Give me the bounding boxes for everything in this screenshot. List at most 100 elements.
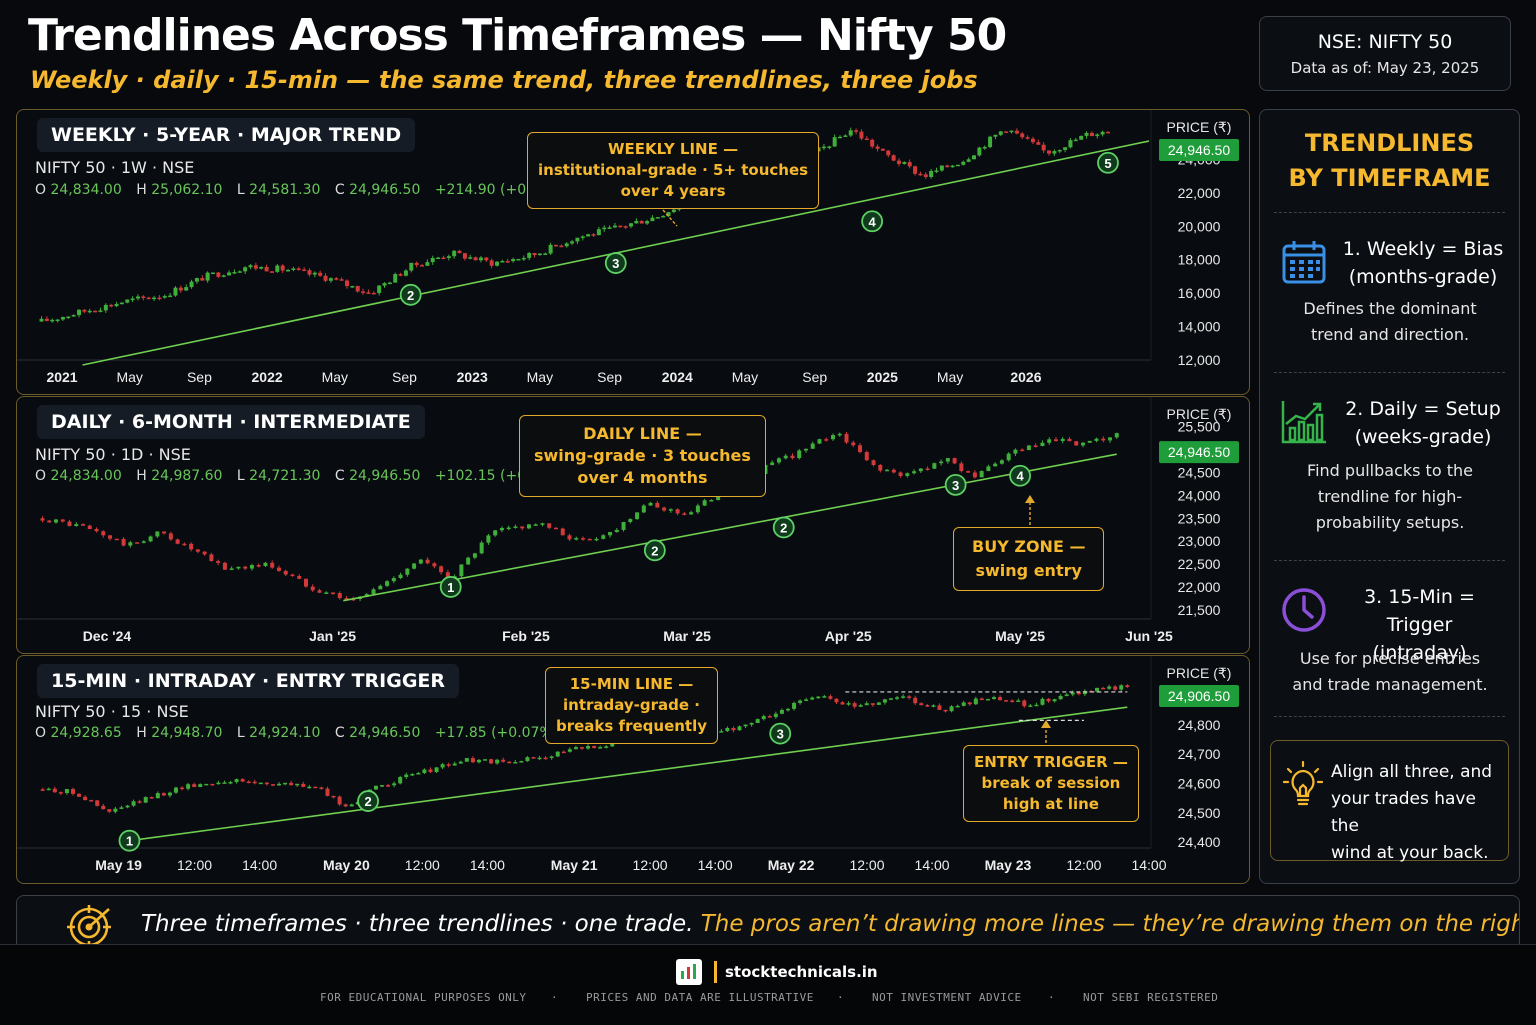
candle-body: [852, 703, 857, 707]
candle-body: [783, 455, 788, 459]
desc-line: Use for precise entries: [1299, 649, 1481, 668]
touch-marker: [357, 790, 379, 812]
candle-body: [168, 295, 173, 298]
candle-body: [484, 257, 489, 261]
candle-body: [993, 134, 998, 137]
disclaimer: FOR EDUCATIONAL PURPOSES ONLY: [320, 991, 527, 1004]
candle-body: [180, 787, 185, 790]
candle-body: [350, 286, 355, 288]
disclaimer: NOT SEBI REGISTERED: [1083, 991, 1219, 1004]
high-value: H 24,948.70: [136, 725, 223, 741]
candle-body: [479, 542, 484, 554]
candle-body: [210, 783, 215, 786]
candle-body: [205, 272, 210, 281]
candle-body: [810, 443, 815, 449]
candle-body: [671, 209, 676, 213]
candle-body: [125, 299, 130, 303]
clock-icon: [1282, 588, 1326, 632]
last-price-badge: [1159, 441, 1239, 464]
candle-body: [135, 296, 140, 299]
candle-body: [46, 788, 51, 791]
candle-body: [1058, 695, 1063, 700]
candle-body: [591, 234, 596, 236]
x-tick-label: Dec '24: [83, 628, 132, 644]
candle-body: [966, 159, 971, 162]
candle-body: [47, 520, 52, 523]
candle-body: [175, 539, 180, 544]
candle-body: [555, 751, 560, 757]
candle-body: [412, 563, 417, 569]
touch-number: 1: [447, 580, 454, 595]
candle-body: [543, 253, 548, 255]
disclaimer: PRICES AND DATA ARE ILLUSTRATIVE: [586, 991, 814, 1004]
candle-body: [387, 282, 392, 285]
weekly-chart-svg: PRICE (₹)24,00022,00020,00018,00016,0001…: [17, 110, 1239, 385]
candle-body: [1009, 130, 1014, 133]
heading-line: (months-grade): [1348, 266, 1498, 288]
panel-tag: DAILY · 6-MONTH · INTERMEDIATE: [37, 405, 425, 439]
candle-body: [1041, 144, 1046, 151]
candle-body: [575, 237, 580, 242]
candle-body: [972, 472, 977, 478]
candle-body: [489, 260, 494, 266]
candle-body: [817, 439, 822, 444]
candle-body: [531, 757, 536, 759]
banner-text-white: Three timeframes · three trendlines · on…: [141, 911, 694, 937]
heading-line: (intraday): [1372, 642, 1467, 664]
candle-body: [229, 568, 234, 570]
candle-body: [425, 262, 430, 266]
low-value: L 24,721.30: [236, 468, 321, 484]
candle-body: [821, 146, 826, 149]
candle-body: [94, 529, 99, 532]
candle-body: [931, 705, 936, 707]
candle-body: [1101, 687, 1106, 690]
candle-body: [830, 435, 835, 440]
ohlc-readout: O 24,834.00 H 25,062.10 L 24,581.30 C 24…: [35, 182, 577, 198]
candle-body: [1030, 138, 1035, 143]
close-value: C 24,946.50: [334, 468, 421, 484]
candle-body: [1076, 692, 1081, 695]
candle-body: [313, 786, 318, 789]
callout-line: 15-MIN LINE —: [569, 675, 694, 693]
candle-body: [378, 585, 383, 590]
candle-body: [967, 702, 972, 705]
candle-body: [579, 747, 584, 749]
candle-body: [283, 570, 288, 575]
candle-body: [1010, 700, 1015, 703]
tip-box: Align all three, and your trades have th…: [1270, 740, 1509, 863]
candle-body: [979, 471, 984, 478]
brand-logo-icon: [676, 959, 702, 985]
footer: stocktechnicals.in FOR EDUCATIONAL PURPO…: [0, 944, 1536, 1025]
disclaimer-sep: ·: [1048, 991, 1056, 1004]
candle-body: [961, 161, 966, 165]
ohlc-readout: O 24,928.65 H 24,948.70 L 24,924.10 C 24…: [35, 725, 568, 741]
candle-body: [173, 787, 178, 793]
candle-body: [297, 575, 302, 579]
candle-body: [366, 292, 371, 294]
candle-body: [858, 705, 863, 707]
candle-body: [623, 226, 628, 228]
candle-body: [843, 135, 848, 137]
candle-body: [587, 538, 592, 541]
touch-number: 2: [780, 520, 787, 535]
candle-body: [446, 764, 451, 766]
candle-body: [483, 759, 488, 761]
candle-body: [641, 505, 646, 513]
candle-body: [870, 139, 875, 147]
candle-body: [945, 458, 950, 462]
brand: stocktechnicals.in: [676, 959, 878, 985]
candle-body: [114, 303, 119, 307]
candle-body: [436, 257, 441, 260]
callout-line: ENTRY TRIGGER —: [974, 753, 1128, 771]
sidebar-item-15min-desc: Use for precise entries and trade manage…: [1270, 646, 1510, 698]
candle-body: [276, 567, 281, 571]
candle-body: [291, 268, 296, 270]
candle-body: [895, 697, 900, 699]
candle-body: [901, 696, 906, 698]
candle-body: [361, 291, 366, 293]
candle-body: [803, 448, 808, 451]
candle-body: [114, 538, 119, 541]
candle-body: [1047, 150, 1052, 154]
candle-body: [832, 137, 837, 147]
candle-body: [520, 526, 525, 529]
